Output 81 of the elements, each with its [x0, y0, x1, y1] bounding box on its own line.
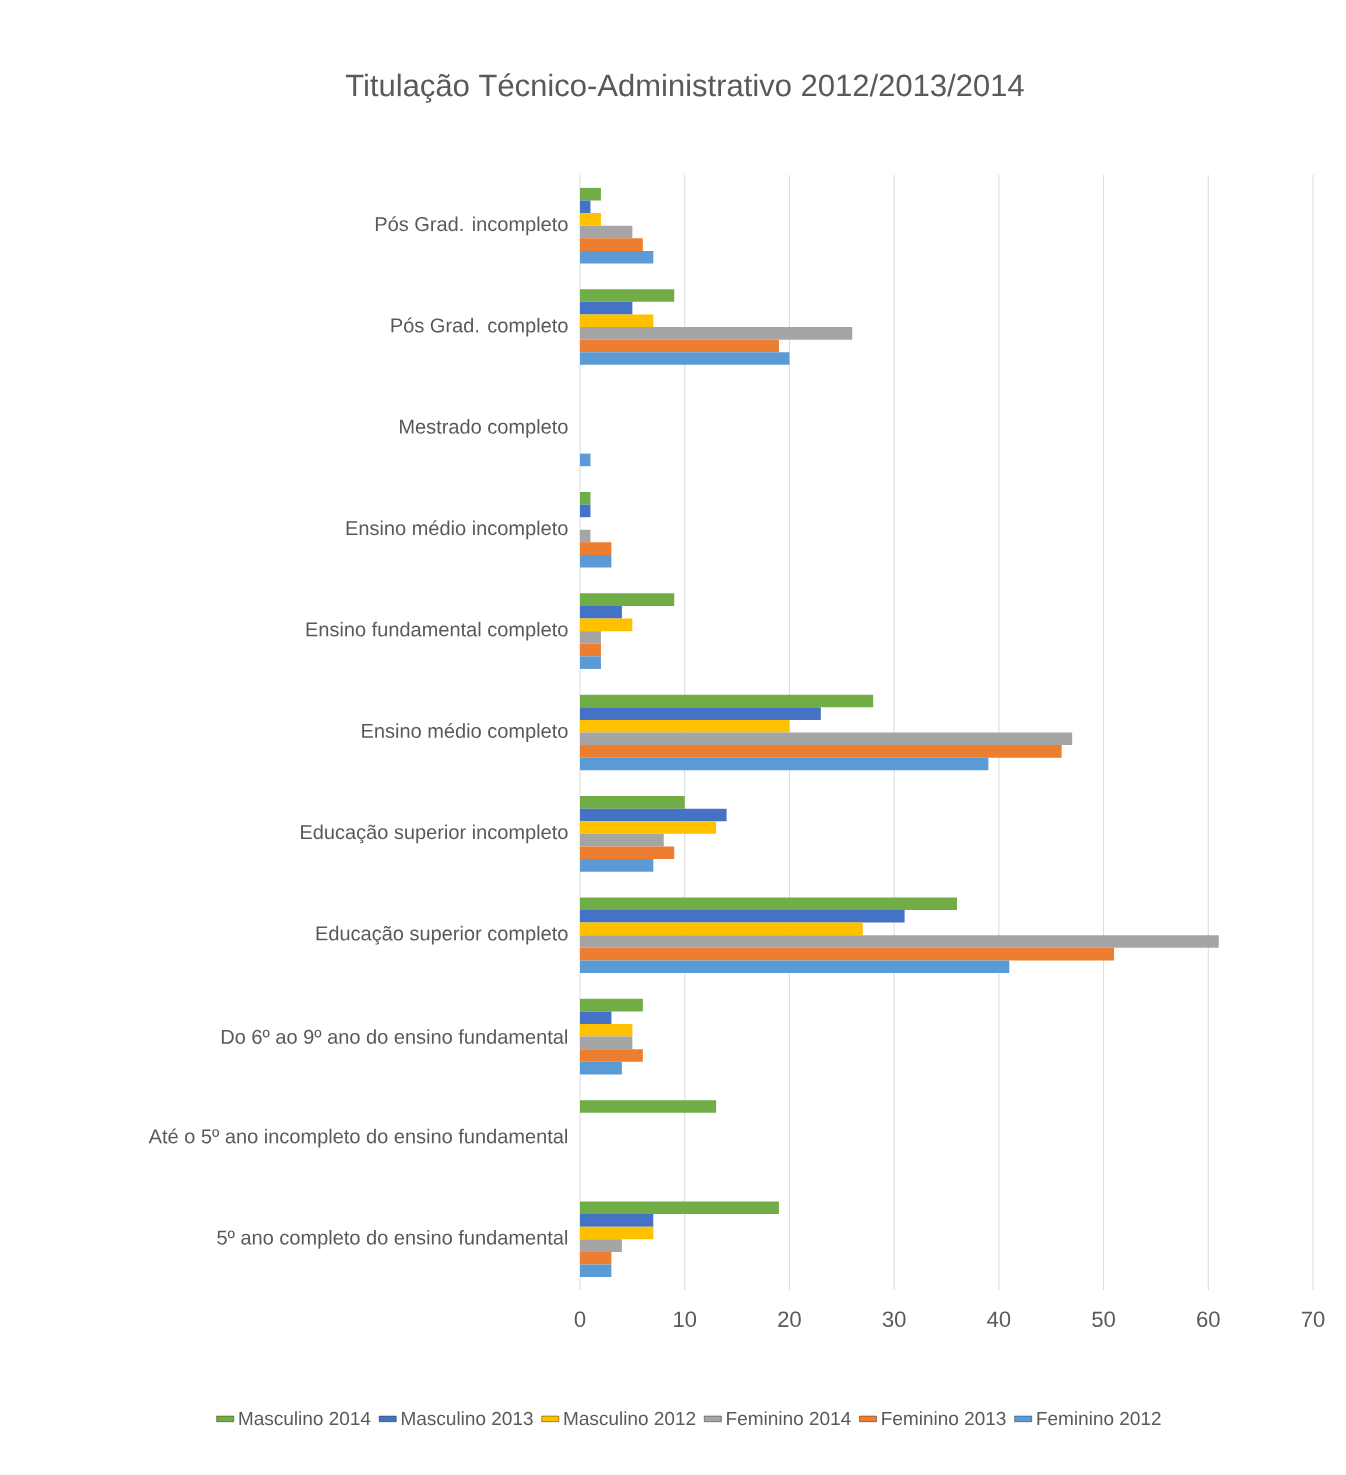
y-tick-label: Educação superior completo [316, 925, 568, 945]
legend-label: Masculino 2014 [239, 1411, 371, 1426]
legend-label: Feminino 2014 [727, 1411, 851, 1426]
bar [580, 846, 675, 860]
bar [580, 1201, 779, 1215]
x-tick-label: 10 [674, 1311, 697, 1328]
bar [580, 897, 957, 911]
bar [580, 187, 601, 201]
bar [580, 745, 1062, 758]
bar [580, 1264, 612, 1278]
x-tick-label: 50 [1092, 1311, 1115, 1328]
bar [580, 960, 1010, 974]
y-tick-label: Ensino médio incompleto [346, 520, 568, 540]
bar [580, 554, 612, 568]
bar [580, 289, 675, 302]
bar [580, 643, 601, 657]
bar [580, 200, 591, 214]
y-tick-label: Pós Grad. completo [391, 317, 568, 337]
bar [580, 859, 654, 872]
legend-label: Masculino 2012 [564, 1411, 696, 1426]
bar [580, 225, 633, 239]
bar [580, 1023, 633, 1037]
bar [580, 1251, 612, 1265]
bar [580, 732, 1073, 746]
bar [580, 504, 591, 518]
bar [580, 935, 1219, 948]
y-tick-label: Até o 5º ano incompleto do ensino fundamental [148, 1128, 568, 1148]
bar [580, 301, 633, 315]
bar [580, 1214, 654, 1227]
y-tick-label: Ensino médio completo [362, 723, 568, 742]
bar [580, 529, 591, 543]
x-tick-label: 60 [1197, 1311, 1220, 1328]
bar [580, 453, 591, 467]
bar [580, 1061, 622, 1075]
legend-label: Feminino 2013 [882, 1411, 1006, 1426]
bar [580, 922, 863, 936]
x-tick-label: 40 [987, 1311, 1011, 1328]
bar [580, 910, 905, 923]
legend-label: Masculino 2013 [402, 1411, 533, 1426]
bar [580, 314, 654, 328]
bar [580, 238, 643, 251]
x-tick-label: 20 [778, 1311, 801, 1328]
bar [580, 1100, 717, 1113]
bar [580, 542, 612, 555]
bar [580, 656, 601, 669]
bar [580, 1239, 622, 1252]
y-tick-label: Mestrado completo [400, 419, 568, 438]
x-tick-label: 0 [574, 1311, 586, 1328]
bar [580, 327, 853, 340]
chart-title: Titulação Técnico-Administrativo 2012/2013/2014 [345, 73, 1024, 103]
bar [580, 796, 685, 809]
bar [580, 593, 675, 606]
bar [580, 694, 874, 708]
bar [580, 491, 591, 505]
x-tick-label: 30 [882, 1311, 906, 1328]
bar [580, 631, 601, 644]
y-tick-label: Do 6º ao 9º ano do ensino fundamental [221, 1029, 568, 1044]
y-tick-label: Ensino fundamental completo [306, 621, 568, 641]
bar [580, 808, 727, 822]
bar [580, 250, 654, 264]
x-tick-label: 70 [1301, 1311, 1325, 1328]
y-tick-label: Educação superior incompleto [301, 824, 568, 844]
bar [580, 757, 989, 771]
bar [580, 707, 821, 720]
bar [580, 213, 601, 226]
bar [580, 605, 622, 619]
y-tick-label: Pós Grad. incompleto [375, 216, 568, 236]
bar [580, 1011, 612, 1024]
bar [580, 352, 790, 365]
bar [580, 1036, 633, 1050]
bar [580, 821, 717, 834]
y-tick-label: 5º ano completo do ensino fundamental [217, 1229, 568, 1249]
bar [580, 1226, 654, 1240]
bar [580, 947, 1115, 961]
legend-label: Feminino 2012 [1037, 1411, 1161, 1426]
bar [580, 1049, 643, 1062]
bar [580, 719, 790, 733]
bar [580, 339, 779, 353]
bar [580, 618, 633, 632]
bar [580, 833, 664, 847]
bar [580, 998, 643, 1012]
